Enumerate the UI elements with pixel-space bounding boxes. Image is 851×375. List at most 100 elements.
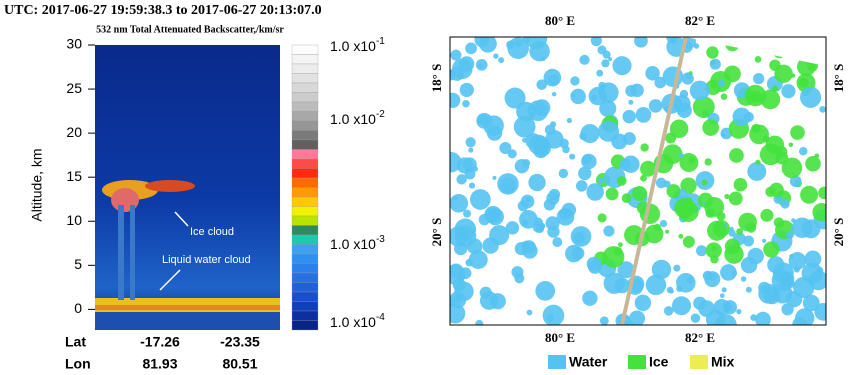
y-tick-label: 20 bbox=[66, 124, 82, 140]
cloud-patch bbox=[795, 308, 815, 325]
cloud-patch bbox=[755, 159, 761, 165]
cloud-patch bbox=[617, 242, 623, 248]
y-tick-label: 30 bbox=[66, 36, 82, 52]
footer-value: -17.26 bbox=[140, 334, 180, 350]
cloud-patch bbox=[704, 158, 712, 166]
cloud-patch bbox=[482, 237, 499, 254]
legend-swatch bbox=[628, 355, 646, 369]
lon-label: 80° E bbox=[545, 13, 575, 28]
cloud-patch bbox=[818, 186, 826, 200]
colorbar-cell bbox=[291, 282, 319, 293]
colorbar-cell bbox=[291, 149, 319, 160]
cloud-patch bbox=[676, 285, 683, 292]
lon-label: 82° E bbox=[685, 330, 715, 345]
cloud-patch bbox=[459, 56, 475, 72]
cloud-patch bbox=[679, 152, 699, 172]
cloud-patch bbox=[758, 283, 779, 304]
cloud-patch bbox=[679, 89, 689, 99]
legend-label: Mix bbox=[711, 354, 735, 370]
cloud-patch bbox=[662, 144, 683, 165]
cloud-patch bbox=[753, 73, 765, 85]
colorbar-cell bbox=[291, 73, 319, 84]
colorbar-cell bbox=[291, 130, 319, 141]
cloud-patch bbox=[453, 294, 462, 303]
colorbar-cell bbox=[291, 158, 319, 169]
cloud-patch bbox=[581, 153, 597, 170]
cloud-patch bbox=[717, 79, 725, 87]
y-tick-label: 25 bbox=[66, 80, 82, 96]
cloud-patch bbox=[542, 304, 565, 325]
cloud-patch bbox=[489, 293, 506, 310]
cloud-patch bbox=[724, 238, 741, 255]
map-frame bbox=[449, 36, 827, 326]
cloud-patch bbox=[706, 220, 728, 241]
cloud-patch bbox=[808, 270, 826, 291]
cloud-patch bbox=[599, 316, 609, 325]
cloud-patch bbox=[721, 287, 727, 293]
colorbar-label: 1.0 x10-4 bbox=[330, 312, 385, 330]
cloud-patch bbox=[597, 45, 607, 55]
cloud-patch bbox=[450, 152, 462, 173]
cloud-patch bbox=[772, 85, 779, 92]
cloud-patch bbox=[450, 303, 466, 324]
legend-swatch bbox=[548, 355, 566, 369]
colorbar-cell bbox=[291, 111, 319, 122]
title: UTC: 2017-06-27 19:59:38.3 to 2017-06-27… bbox=[4, 3, 322, 18]
cloud-patch bbox=[582, 290, 598, 306]
cloud-patch bbox=[804, 250, 822, 268]
cloud-patch bbox=[690, 313, 701, 323]
colorbar-cell bbox=[291, 92, 319, 103]
cloud-patch bbox=[663, 180, 671, 188]
footer-row-label: Lon bbox=[65, 356, 91, 372]
cloud-patch bbox=[769, 182, 784, 198]
cloud-patch bbox=[685, 72, 692, 80]
cloud-patch bbox=[763, 241, 780, 258]
lat-label: 20° S bbox=[831, 218, 846, 247]
cloud-patch bbox=[631, 185, 648, 202]
cloud-patch bbox=[732, 107, 751, 126]
cloud-patch bbox=[599, 99, 617, 118]
colorbar-label-exp: -4 bbox=[376, 312, 385, 323]
cloud-patch bbox=[719, 293, 725, 299]
colorbar-label-base: 1.0 x10 bbox=[330, 111, 376, 127]
cloud-patch bbox=[485, 207, 500, 222]
cloud-patch bbox=[678, 201, 699, 222]
cloud-patch bbox=[731, 270, 738, 277]
cloud-patch bbox=[590, 37, 602, 47]
cloud-patch bbox=[634, 37, 648, 48]
y-axis-label: Altitude, km bbox=[29, 148, 45, 221]
cloud-patch bbox=[673, 264, 681, 272]
cloud-patch bbox=[534, 140, 551, 157]
cloud-patch bbox=[597, 177, 604, 184]
cloud-patch bbox=[602, 246, 625, 268]
cloud-patch bbox=[548, 74, 560, 86]
colorbar-cell bbox=[291, 63, 319, 74]
cloud-patch bbox=[790, 125, 805, 140]
colorbar-cell bbox=[291, 310, 319, 321]
cloud-patch bbox=[569, 153, 576, 160]
colorbar-cell bbox=[291, 120, 319, 131]
cloud-patch bbox=[686, 277, 694, 284]
cloud-patch bbox=[704, 196, 725, 217]
cloud-patch bbox=[721, 132, 726, 138]
cloud-patch bbox=[765, 135, 785, 155]
cloud-patch bbox=[781, 303, 794, 316]
cloud-patch bbox=[452, 278, 466, 292]
colorbar-cell bbox=[291, 291, 319, 302]
cloud-patch bbox=[780, 272, 795, 286]
cloud-patch bbox=[570, 226, 592, 247]
cloud-patch bbox=[598, 120, 620, 142]
subtitle: 532 nm Total Attenuated Backscatter,/km/… bbox=[96, 24, 284, 35]
colorbar bbox=[291, 44, 319, 331]
cloud-patch bbox=[805, 155, 821, 172]
cloud-patch bbox=[689, 80, 710, 101]
cloud-patch bbox=[716, 211, 726, 221]
cloud-patch bbox=[622, 109, 636, 124]
cloud-patch bbox=[745, 286, 752, 293]
colorbar-label: 1.0 x10-3 bbox=[330, 234, 385, 252]
footer-value: 80.51 bbox=[222, 356, 257, 372]
cloud-patch bbox=[781, 84, 796, 99]
cloud-patch bbox=[514, 38, 523, 47]
cloud-patch bbox=[617, 261, 635, 279]
colorbar-label: 1.0 x10-2 bbox=[330, 109, 385, 127]
